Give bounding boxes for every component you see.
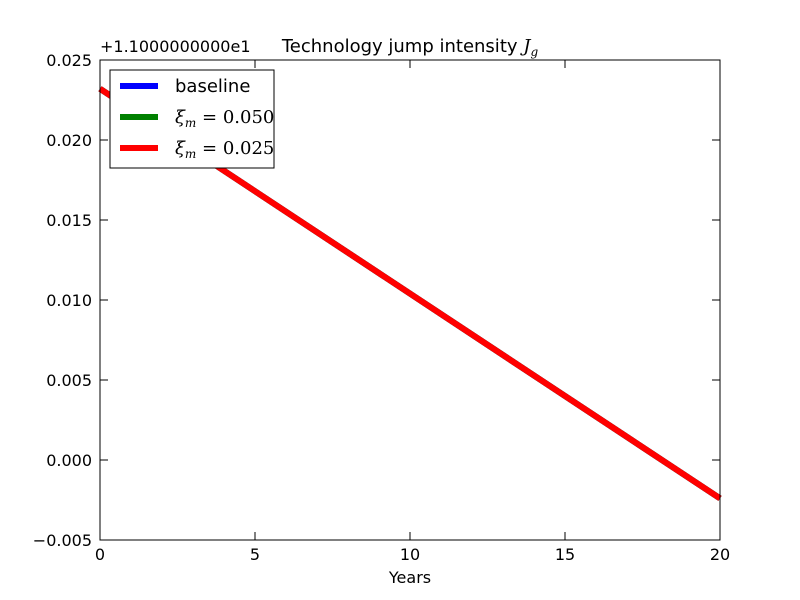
y-tick-label: 0.005: [46, 371, 92, 390]
y-tick-label: 0.020: [46, 131, 92, 150]
chart-title: Technology jump intensity Jg: [281, 36, 539, 59]
x-tick-label: 0: [95, 545, 105, 564]
x-axis-label: Years: [388, 568, 431, 587]
legend-label-xi-0025-sub: m: [185, 147, 196, 161]
chart-title-text: Technology jump intensity: [281, 36, 523, 57]
legend-label-xi-0050: ξm = 0.050: [175, 107, 274, 130]
legend-label-baseline: baseline: [175, 76, 250, 97]
legend-label-xi-0050-base: ξ: [175, 107, 186, 128]
y-tick-label: 0.025: [46, 51, 92, 70]
chart-title-math: J: [519, 36, 532, 57]
x-tick-label: 10: [400, 545, 420, 564]
x-tick-label: 5: [250, 545, 260, 564]
y-tick-label: −0.005: [33, 531, 92, 550]
y-offset-label: +1.1000000000e1: [100, 37, 251, 56]
y-tick-label: 0.010: [46, 291, 92, 310]
legend-label-xi-0025-rest: = 0.025: [196, 138, 274, 159]
legend-label-xi-0025-base: ξ: [175, 138, 186, 159]
legend-label-xi-0025: ξm = 0.025: [175, 138, 274, 161]
y-tick-label: 0.015: [46, 211, 92, 230]
x-tick-label: 20: [710, 545, 730, 564]
legend-label-xi-0050-rest: = 0.050: [196, 107, 274, 128]
legend: baseline ξm = 0.050 ξm = 0.025: [109, 69, 275, 169]
chart-title-math-sub: g: [530, 45, 538, 59]
plot-frame: [99, 59, 721, 541]
y-tick-label: 0.000: [46, 451, 92, 470]
legend-label-xi-0050-sub: m: [185, 116, 196, 130]
x-tick-label: 15: [555, 545, 575, 564]
